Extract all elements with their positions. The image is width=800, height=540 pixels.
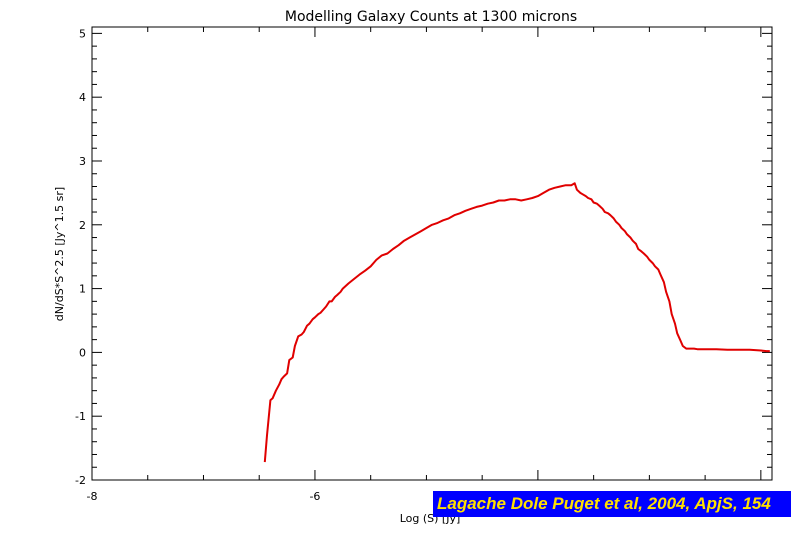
y-tick-label: 3 [79, 155, 86, 168]
chart-title: Modelling Galaxy Counts at 1300 microns [285, 9, 577, 25]
y-tick-label: 4 [79, 91, 86, 104]
plot-frame [91, 26, 773, 481]
y-tick-labels: -2 -1 0 1 2 3 4 5 [75, 27, 86, 487]
y-tick-label: -2 [75, 474, 86, 487]
series-line [263, 182, 770, 463]
y-tick-label: 1 [79, 283, 86, 296]
y-tick-label: -1 [75, 410, 86, 423]
y-tick-label: 5 [79, 27, 86, 40]
y-tick-label: 2 [79, 219, 86, 232]
x-tick-label: -6 [309, 490, 320, 503]
x-tick-label: -8 [87, 490, 98, 503]
y-tick-label: 0 [79, 346, 86, 359]
credit-annotation: Lagache Dole Puget et al, 2004, ApjS, 15… [433, 491, 791, 517]
axis-ticks [91, 27, 772, 481]
y-axis-label: dN/dS*S^2.5 [Jy^1.5 sr] [53, 187, 66, 321]
